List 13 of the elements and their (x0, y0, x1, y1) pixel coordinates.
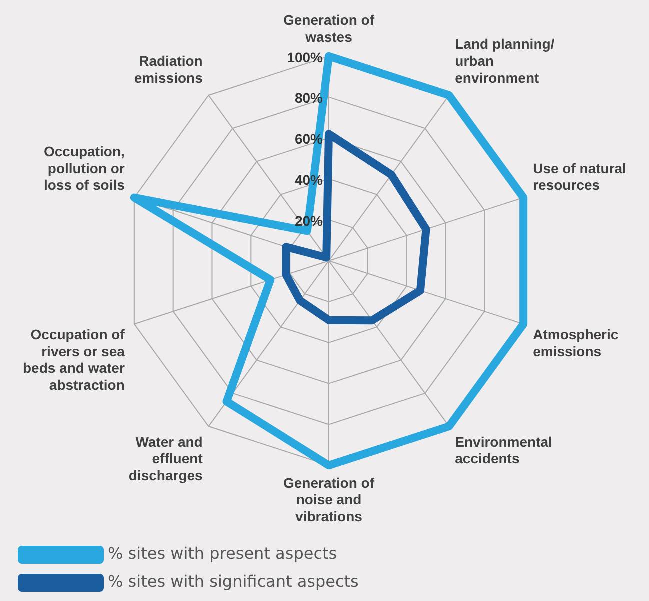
spoke-label: Occupation, pollution or loss of soils (44, 144, 126, 194)
legend-label: % sites with present aspects (108, 544, 338, 564)
spoke-label: Water and effluent discharges (128, 434, 204, 484)
y-tick-label: 100% (287, 49, 324, 66)
spoke-label: Land planning/ urban environment (455, 36, 555, 86)
spoke-label: Use of natural resources (533, 160, 626, 194)
spoke-label: Atmospheric emissions (533, 326, 619, 360)
spoke-label: Generation of noise and vibrations (283, 474, 375, 524)
legend-label: % sites with significant aspects (108, 572, 359, 592)
spoke-label: Occupation of rivers or sea beds and water abstraction (22, 326, 126, 393)
spoke-label: Radiation emissions (134, 53, 204, 86)
spoke-label: Generation of wastes (283, 12, 375, 45)
spoke-label: Environmental accidents (455, 434, 552, 467)
